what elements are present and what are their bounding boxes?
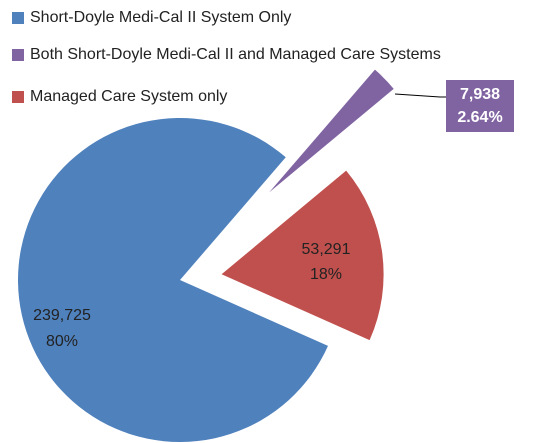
data-label-box	[446, 80, 514, 132]
data-label: 239,725	[33, 307, 91, 324]
leader-line	[394, 93, 446, 98]
legend-swatch	[12, 49, 24, 61]
data-label: 53,291	[302, 241, 351, 258]
pie-slice	[221, 170, 384, 341]
legend-swatch	[12, 12, 24, 24]
data-label: 80%	[46, 333, 78, 350]
data-label: 18%	[310, 266, 342, 283]
data-label: 2.64%	[457, 109, 502, 126]
legend-label: Managed Care System only	[30, 88, 227, 105]
legend-label: Both Short-Doyle Medi-Cal II and Managed…	[30, 46, 441, 63]
legend-swatch	[12, 91, 24, 103]
data-label: 7,938	[460, 86, 500, 103]
pie-slice	[269, 69, 394, 193]
legend-label: Short-Doyle Medi-Cal II System Only	[30, 9, 291, 26]
pie-slice	[17, 117, 328, 442]
